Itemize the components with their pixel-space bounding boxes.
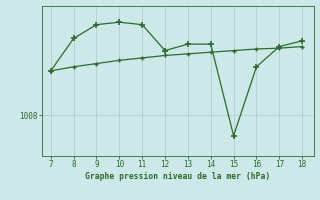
X-axis label: Graphe pression niveau de la mer (hPa): Graphe pression niveau de la mer (hPa): [85, 172, 270, 181]
